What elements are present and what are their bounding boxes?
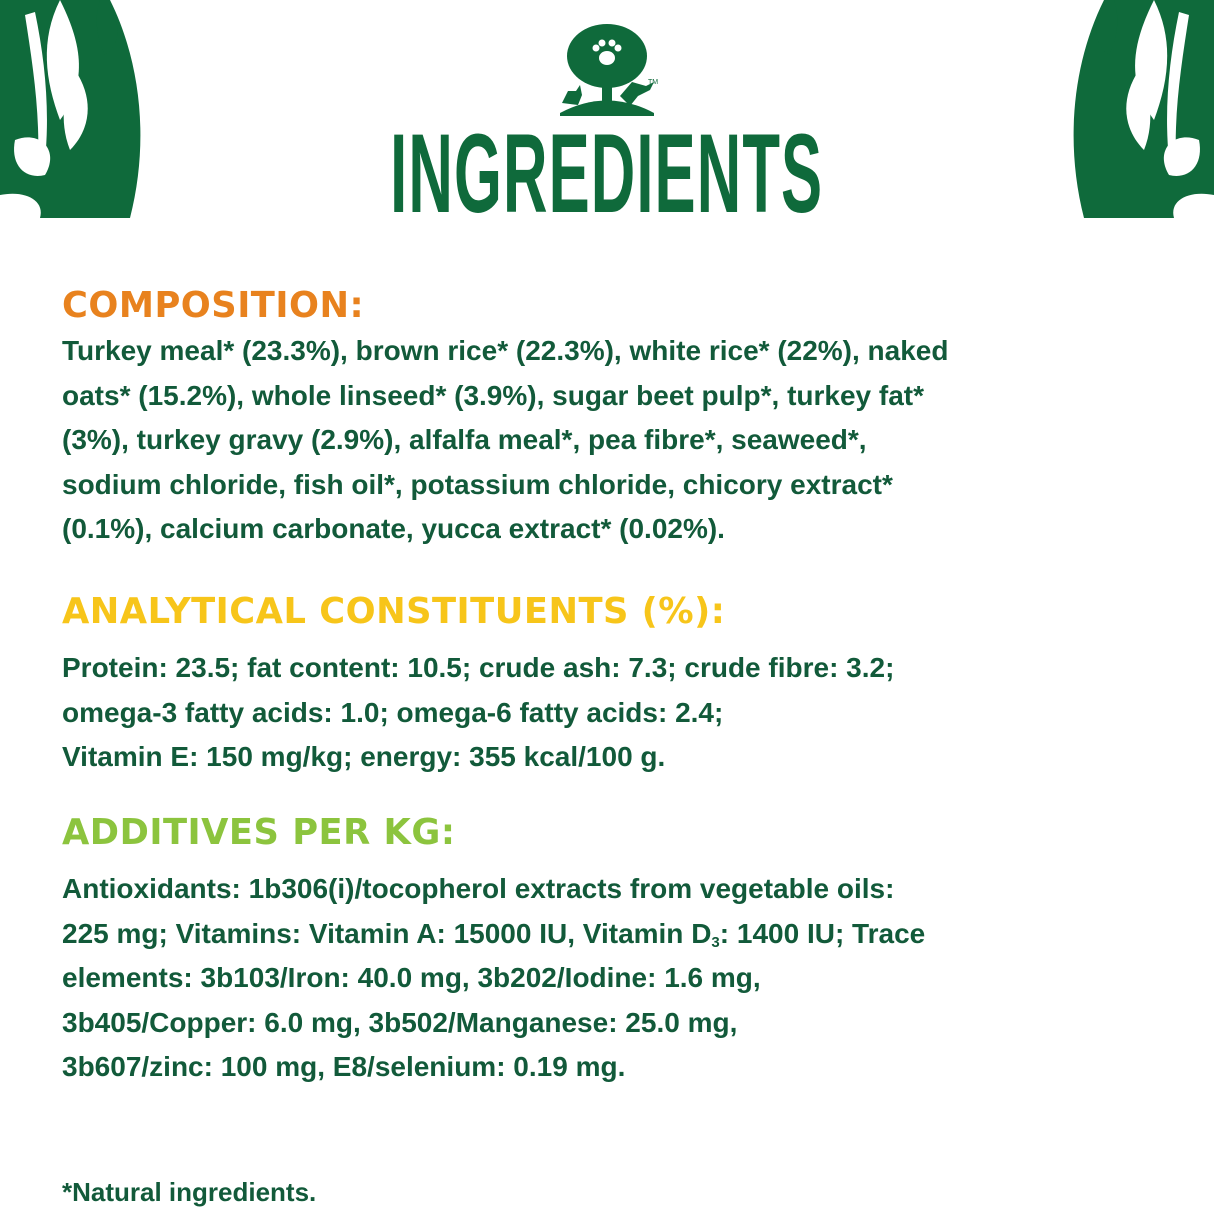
analytical-section: ANALYTICAL CONSTITUENTS (%): Protein: 23… [62,590,894,780]
composition-line: oats* (15.2%), whole linseed* (3.9%), su… [62,379,925,411]
composition-line: (3%), turkey gravy (2.9%), alfalfa meal*… [62,424,867,455]
subscript: 3 [711,933,720,951]
analytical-line: Protein: 23.5; fat content: 10.5; crude … [62,652,895,683]
additives-line: 3b607/zinc: 100 mg, E8/selenium: 0.19 mg… [62,1051,626,1082]
analytical-line: omega-3 fatty acids: 1.0; omega-6 fatty … [62,696,724,728]
additives-section: ADDITIVES PER KG: Antioxidants: 1b306(i)… [62,811,925,1090]
brand-logo: TM [560,24,658,116]
composition-section: COMPOSITION: Turkey meal* (23.3%), brown… [62,284,948,552]
trademark-mark: TM [648,79,658,86]
leaf-decoration-right [1014,0,1214,218]
composition-line: sodium chloride, fish oil*, potassium ch… [62,468,893,500]
analytical-heading: ANALYTICAL CONSTITUENTS (%): [62,591,726,632]
additives-line: 225 mg; Vitamins: Vitamin A: 15000 IU, V… [62,912,925,957]
composition-line: Turkey meal* (23.3%), brown rice* (22.3%… [62,335,949,366]
additives-line: 3b405/Copper: 6.0 mg, 3b502/Manganese: 2… [62,1006,738,1038]
footnote: *Natural ingredients. [62,1177,317,1207]
additives-line-text: : 1400 IU; Trace [719,917,926,949]
page-title: INGREDIENTS [390,111,824,236]
analytical-line: Vitamin E: 150 mg/kg; energy: 355 kcal/1… [62,741,666,772]
additives-line: elements: 3b103/Iron: 40.0 mg, 3b202/Iod… [62,962,761,993]
leaf-decoration-left [0,0,200,218]
additives-line-text: 225 mg; Vitamins: Vitamin A: 15000 IU, V… [62,917,712,949]
additives-heading: ADDITIVES PER KG: [62,812,456,853]
composition-heading: COMPOSITION: [62,285,365,326]
composition-line: (0.1%), calcium carbonate, yucca extract… [62,513,725,544]
additives-line: Antioxidants: 1b306(i)/tocopherol extrac… [62,873,895,904]
